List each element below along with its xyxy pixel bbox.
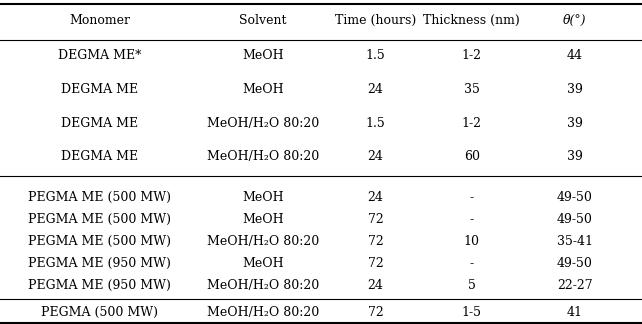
Text: 44: 44: [567, 49, 582, 62]
Text: 1.5: 1.5: [366, 49, 385, 62]
Text: -: -: [470, 191, 474, 204]
Text: 10: 10: [464, 235, 480, 248]
Text: Monomer: Monomer: [69, 14, 130, 27]
Text: 39: 39: [567, 117, 582, 130]
Text: Time (hours): Time (hours): [335, 14, 416, 27]
Text: 1-5: 1-5: [462, 306, 482, 319]
Text: 49-50: 49-50: [557, 191, 593, 204]
Text: 24: 24: [368, 279, 383, 292]
Text: Solvent: Solvent: [239, 14, 287, 27]
Text: MeOH/H₂O 80:20: MeOH/H₂O 80:20: [207, 279, 319, 292]
Text: MeOH: MeOH: [243, 257, 284, 270]
Text: PEGMA ME (500 MW): PEGMA ME (500 MW): [28, 235, 171, 248]
Text: 1.5: 1.5: [366, 117, 385, 130]
Text: 35-41: 35-41: [557, 235, 593, 248]
Text: 72: 72: [368, 306, 383, 319]
Text: DEGMA ME: DEGMA ME: [61, 150, 138, 163]
Text: MeOH/H₂O 80:20: MeOH/H₂O 80:20: [207, 235, 319, 248]
Text: DEGMA ME: DEGMA ME: [61, 117, 138, 130]
Text: 60: 60: [464, 150, 480, 163]
Text: 24: 24: [368, 150, 383, 163]
Text: 49-50: 49-50: [557, 257, 593, 270]
Text: 1-2: 1-2: [462, 117, 482, 130]
Text: 24: 24: [368, 191, 383, 204]
Text: 24: 24: [368, 83, 383, 96]
Text: Thickness (nm): Thickness (nm): [424, 14, 520, 27]
Text: MeOH/H₂O 80:20: MeOH/H₂O 80:20: [207, 306, 319, 319]
Text: 22-27: 22-27: [557, 279, 593, 292]
Text: MeOH/H₂O 80:20: MeOH/H₂O 80:20: [207, 117, 319, 130]
Text: PEGMA ME (950 MW): PEGMA ME (950 MW): [28, 279, 171, 292]
Text: 39: 39: [567, 83, 582, 96]
Text: 72: 72: [368, 235, 383, 248]
Text: 72: 72: [368, 257, 383, 270]
Text: DEGMA ME*: DEGMA ME*: [58, 49, 141, 62]
Text: PEGMA ME (500 MW): PEGMA ME (500 MW): [28, 191, 171, 204]
Text: θ(°): θ(°): [563, 14, 586, 27]
Text: PEGMA ME (500 MW): PEGMA ME (500 MW): [28, 213, 171, 226]
Text: 5: 5: [468, 279, 476, 292]
Text: DEGMA ME: DEGMA ME: [61, 83, 138, 96]
Text: 35: 35: [464, 83, 480, 96]
Text: 49-50: 49-50: [557, 213, 593, 226]
Text: MeOH: MeOH: [243, 49, 284, 62]
Text: 72: 72: [368, 213, 383, 226]
Text: MeOH: MeOH: [243, 191, 284, 204]
Text: MeOH: MeOH: [243, 83, 284, 96]
Text: PEGMA ME (950 MW): PEGMA ME (950 MW): [28, 257, 171, 270]
Text: MeOH/H₂O 80:20: MeOH/H₂O 80:20: [207, 150, 319, 163]
Text: MeOH: MeOH: [243, 213, 284, 226]
Text: -: -: [470, 213, 474, 226]
Text: -: -: [470, 257, 474, 270]
Text: 41: 41: [567, 306, 582, 319]
Text: 1-2: 1-2: [462, 49, 482, 62]
Text: 39: 39: [567, 150, 582, 163]
Text: PEGMA (500 MW): PEGMA (500 MW): [41, 306, 158, 319]
